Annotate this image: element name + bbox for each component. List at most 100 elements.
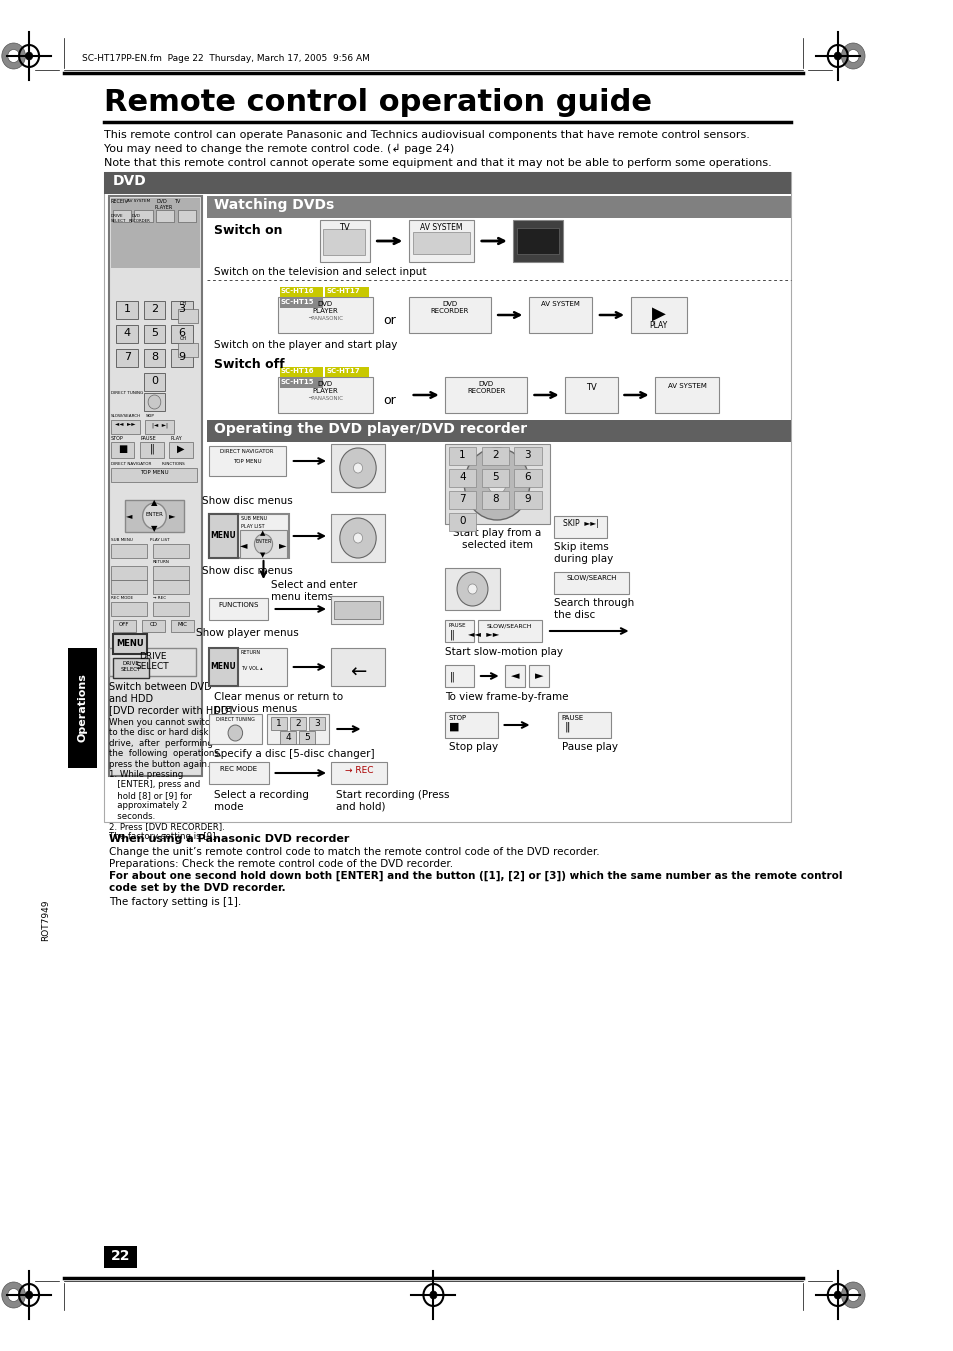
Bar [514,447,541,465]
Circle shape [339,449,375,488]
Bar [277,297,373,332]
Text: Watching DVDs: Watching DVDs [214,199,335,212]
Bar [178,209,196,222]
Text: |◄  ►|: |◄ ►| [152,422,168,427]
Text: Switch on the television and select input: Switch on the television and select inpu… [214,267,427,277]
Bar [125,500,183,532]
Text: 4: 4 [285,734,291,742]
Bar [331,648,385,686]
Text: DVD: DVD [112,174,146,188]
Bar [116,326,138,343]
Text: The factory setting is [1].: The factory setting is [1]. [109,897,241,907]
Text: SC-HT17: SC-HT17 [326,367,359,374]
Text: 1: 1 [124,304,131,313]
Text: TV: TV [174,199,181,204]
Circle shape [26,1292,32,1300]
Text: SC-HT17PP-EN.fm  Page 22  Thursday, March 17, 2005  9:56 AM: SC-HT17PP-EN.fm Page 22 Thursday, March … [82,54,369,63]
Bar [169,442,193,458]
Text: 22: 22 [111,1250,131,1263]
Text: ◄: ◄ [511,671,519,681]
Bar [331,444,385,492]
Bar [517,228,558,254]
Bar [143,301,165,319]
Bar [143,373,165,390]
Circle shape [143,503,166,530]
Text: DRIVE
SELECT: DRIVE SELECT [121,661,141,671]
Bar [564,377,618,413]
Bar [105,1246,137,1269]
Text: DIRECT TUNING: DIRECT TUNING [111,390,143,394]
Bar [209,713,261,744]
Text: DRIVE: DRIVE [111,213,123,218]
Text: 5: 5 [304,734,310,742]
Text: DVD: DVD [132,213,141,218]
Text: When using a Panasonic DVD recorder: When using a Panasonic DVD recorder [109,834,349,844]
Text: SUB MENU: SUB MENU [240,516,267,521]
Text: 9: 9 [178,353,185,362]
Text: 2: 2 [294,719,300,728]
Bar [207,420,790,442]
Bar [171,620,194,632]
Text: Skip items
during play: Skip items during play [554,542,613,563]
Text: 7: 7 [124,353,131,362]
Text: SKIP  ►►|: SKIP ►►| [562,519,598,528]
Bar [331,513,385,562]
Text: Switch between DVD
and HDD
[DVD recorder with HDD]: Switch between DVD and HDD [DVD recorder… [109,682,233,715]
Text: OFF: OFF [119,621,130,627]
Text: SLOW/SEARCH: SLOW/SEARCH [486,623,532,628]
Text: ─PANASONIC: ─PANASONIC [308,396,342,401]
Bar [209,598,268,620]
Text: 7: 7 [458,494,465,504]
Bar [409,220,474,262]
Text: ◄: ◄ [239,540,247,550]
Text: TV VOL: TV VOL [111,574,126,578]
Bar [445,377,526,413]
Text: DIRECT TUNING: DIRECT TUNING [215,717,254,721]
Circle shape [833,1292,841,1300]
Text: DVD
PLAYER: DVD PLAYER [312,301,337,313]
Text: PLAY: PLAY [649,322,667,330]
Bar [290,717,306,730]
Bar [445,567,499,611]
Text: CH: CH [180,336,187,340]
Bar [152,566,189,580]
Circle shape [354,534,362,543]
Text: DIRECT NAVIGATOR: DIRECT NAVIGATOR [111,462,152,466]
Bar [152,603,189,616]
Bar [277,377,373,413]
Text: SLOW/SEARCH: SLOW/SEARCH [566,576,617,581]
Circle shape [8,1289,19,1301]
Bar [445,444,549,524]
Text: PAUSE: PAUSE [561,715,583,721]
Bar [309,717,325,730]
Text: TOP MENU: TOP MENU [233,459,261,463]
Text: ▶: ▶ [651,305,665,323]
Text: or: or [383,313,395,327]
Circle shape [430,1292,436,1300]
Bar [445,665,474,688]
Bar [514,469,541,486]
Text: Clear menus or return to
previous menus: Clear menus or return to previous menus [214,692,343,713]
Bar [142,620,165,632]
Circle shape [464,449,529,520]
Text: TOP MENU: TOP MENU [140,470,169,476]
Text: Start slow-motion play: Start slow-motion play [445,647,562,657]
Text: TV: TV [338,223,350,232]
Bar [109,648,196,676]
Bar [445,712,497,738]
Text: ►: ► [278,540,286,550]
Text: RETURN: RETURN [152,561,170,563]
Text: Search through
the disc: Search through the disc [554,598,634,620]
Circle shape [2,43,26,69]
Text: ←: ← [350,663,366,682]
Text: Change the unit’s remote control code to match the remote control code of the DV: Change the unit’s remote control code to… [109,847,599,857]
Text: 6: 6 [524,471,531,482]
Text: ■: ■ [449,721,459,732]
Bar [156,209,174,222]
Text: ►: ► [534,671,542,681]
Bar [152,580,189,594]
Text: ◄◄  ►►: ◄◄ ►► [115,422,135,427]
Bar [481,469,508,486]
Text: Show disc menus: Show disc menus [202,496,293,507]
Text: 1: 1 [275,719,281,728]
